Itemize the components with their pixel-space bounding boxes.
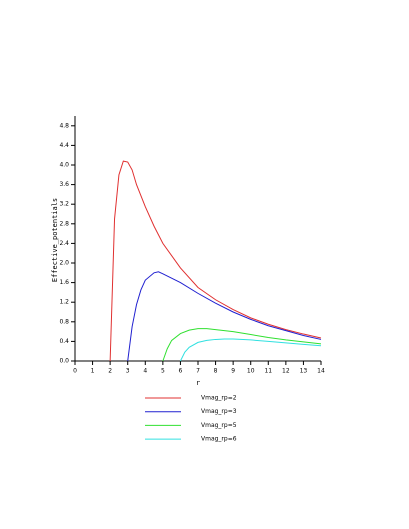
series-line — [109, 160, 322, 362]
legend-label: Vmag_rp=3 — [201, 408, 237, 415]
legend-label: Vmag_rp=6 — [201, 436, 237, 443]
y-tick-label: 0.8 — [59, 318, 69, 325]
y-tick-label: 4.0 — [59, 162, 69, 169]
y-tick-label: 2.0 — [59, 260, 69, 267]
x-tick-label: 2 — [108, 368, 112, 375]
x-tick-label: 1 — [91, 368, 95, 375]
y-tick-label: 3.6 — [59, 181, 69, 188]
x-tick-label: 11 — [264, 368, 272, 375]
x-tick-label: 3 — [126, 368, 130, 375]
y-tick-label: 0.4 — [59, 338, 69, 345]
x-tick-label: 7 — [196, 368, 200, 375]
legend-label: Vmag_rp=2 — [201, 395, 237, 402]
series-line — [162, 328, 322, 362]
y-tick-label: 0.0 — [59, 358, 69, 365]
x-tick-label: 6 — [179, 368, 183, 375]
x-tick-label: 0 — [73, 368, 77, 375]
y-tick-label: 4.4 — [59, 142, 69, 149]
y-tick-label: 3.2 — [59, 201, 69, 208]
x-tick-label: 10 — [247, 368, 255, 375]
x-tick-label: 9 — [231, 368, 235, 375]
y-axis-label: Effective_potentials — [51, 198, 59, 282]
y-tick-label: 4.8 — [59, 122, 69, 129]
x-tick-label: 8 — [214, 368, 218, 375]
x-tick-label: 5 — [161, 368, 165, 375]
y-tick-label: 1.6 — [59, 279, 69, 286]
x-tick-label: 12 — [282, 368, 290, 375]
x-axis-label: r — [196, 379, 200, 387]
series-line — [127, 271, 322, 362]
series-line — [179, 338, 322, 362]
y-tick-label: 2.8 — [59, 220, 69, 227]
legend-label: Vmag_rp=5 — [201, 422, 237, 429]
x-tick-label: 14 — [317, 368, 325, 375]
x-tick-label: 4 — [143, 368, 147, 375]
y-tick-label: 1.2 — [59, 299, 69, 306]
y-tick-label: 2.4 — [59, 240, 69, 247]
x-tick-label: 13 — [300, 368, 308, 375]
